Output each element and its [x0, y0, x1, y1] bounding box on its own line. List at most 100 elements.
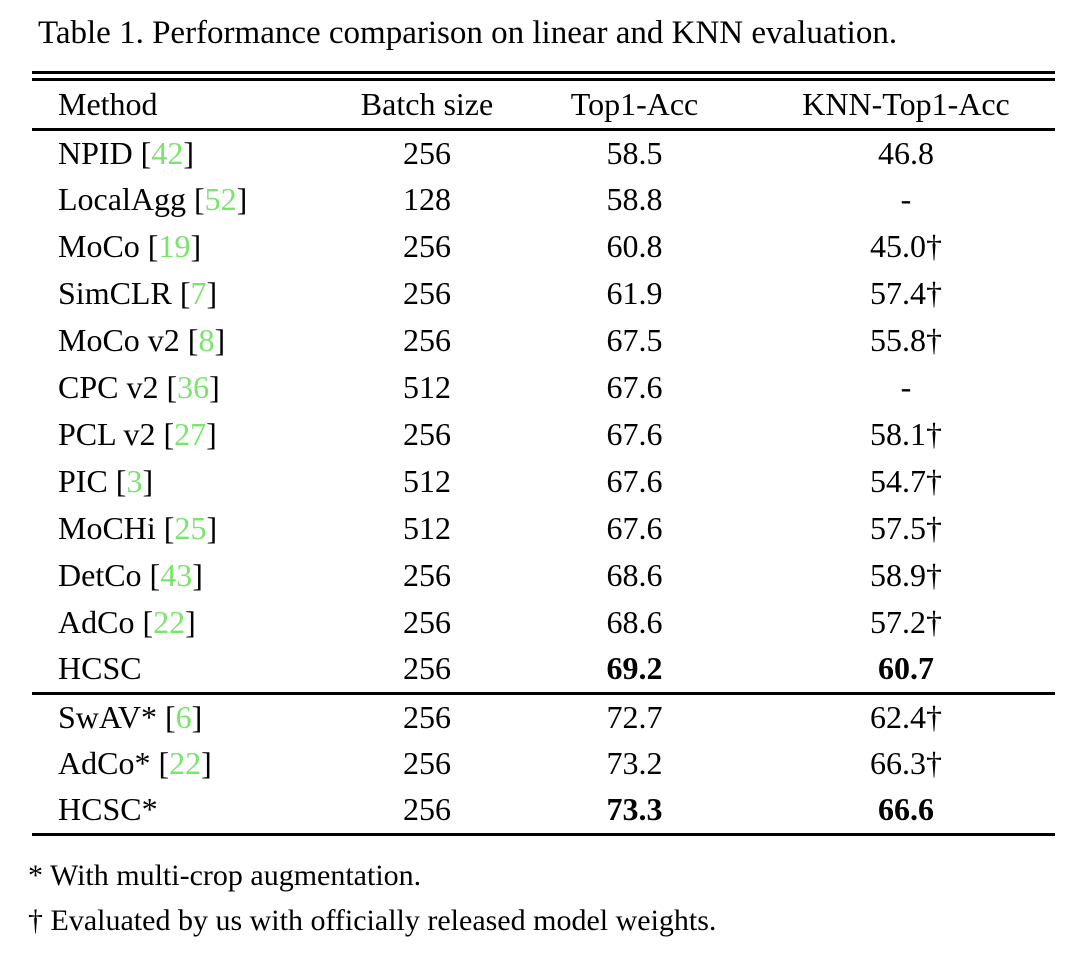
top1-acc-cell: 68.6 [606, 604, 663, 640]
method-cell: AdCo* [22] [32, 740, 342, 787]
citation-link[interactable]: 7 [190, 275, 207, 311]
table-row: SwAV* [6] 256 72.7 62.4† [32, 691, 1055, 740]
knn-top1-acc-cell: 55.8† [870, 322, 942, 358]
knn-top1-acc-cell: 66.6 [878, 791, 934, 828]
citation-link[interactable]: 36 [177, 369, 210, 405]
table-row: CPC v2 [36] 512 67.6 - [32, 364, 1055, 411]
batch-size-cell: 512 [403, 369, 451, 405]
citation-bracket: ] [206, 416, 217, 452]
method-cell: PIC [3] [32, 458, 342, 505]
batch-size-cell: 256 [403, 228, 451, 264]
citation-link[interactable]: 27 [174, 416, 207, 452]
table-row-hcsc: HCSC 256 69.2 60.7 [32, 646, 1055, 693]
table-row: MoCo v2 [8] 256 67.5 55.8† [32, 317, 1055, 364]
method-cell: HCSC* [32, 787, 342, 834]
method-cell: DetCo [43] [32, 552, 342, 599]
top1-acc-cell: 60.8 [606, 228, 663, 264]
column-header-knn-top1-acc: KNN-Top1-Acc [757, 81, 1055, 131]
knn-top1-acc-cell: 57.2† [870, 604, 942, 640]
footnotes: * With multi-crop augmentation. † Evalua… [28, 853, 1078, 943]
knn-top1-acc-cell: 46.8 [878, 134, 934, 171]
top1-acc-cell: 69.2 [606, 650, 663, 687]
results-table-container: Method Batch size Top1-Acc KNN-Top1-Acc … [32, 71, 1055, 836]
citation-link[interactable]: 42 [151, 134, 184, 171]
citation-bracket: ] [142, 463, 154, 499]
method-name: LocalAgg [ [58, 181, 205, 217]
batch-size-cell: 256 [403, 650, 451, 687]
footnote-dagger: † Evaluated by us with officially releas… [28, 903, 717, 937]
column-header-top1-acc: Top1-Acc [512, 81, 757, 131]
method-name: SwAV* [ [58, 698, 176, 735]
top1-acc-cell: 73.2 [606, 745, 663, 781]
citation-link[interactable]: 8 [198, 322, 215, 358]
citation-bracket: ] [206, 275, 218, 311]
method-name: AdCo [ [58, 604, 154, 640]
citation-bracket: ] [192, 557, 203, 593]
knn-top1-acc-cell: 60.7 [878, 650, 934, 687]
batch-size-cell: 256 [403, 134, 451, 171]
column-header-method: Method [32, 81, 342, 131]
top1-acc-cell: 58.5 [606, 134, 663, 171]
header-row: Method Batch size Top1-Acc KNN-Top1-Acc [32, 81, 1055, 131]
citation-link[interactable]: 3 [126, 463, 143, 499]
knn-top1-acc-cell: - [900, 369, 912, 405]
method-name: DetCo [ [58, 557, 161, 593]
method-cell: PCL v2 [27] [32, 411, 342, 458]
batch-size-cell: 256 [342, 691, 512, 740]
method-cell: SimCLR [7] [32, 270, 342, 317]
method-name: MoCHi [ [58, 510, 175, 546]
knn-top1-acc-cell: 45.0† [870, 228, 942, 264]
method-name: CPC v2 [ [58, 369, 178, 405]
batch-size-cell: 256 [403, 745, 451, 781]
citation-bracket: ] [191, 698, 203, 735]
method-cell: HCSC [32, 646, 342, 693]
citation-bracket: ] [209, 369, 220, 405]
table-caption: Table 1. Performance comparison on linea… [38, 15, 898, 51]
batch-size-cell: 256 [403, 416, 451, 452]
citation-link[interactable]: 25 [174, 510, 207, 546]
knn-top1-acc-cell: 58.1† [870, 416, 942, 452]
knn-top1-acc-cell: - [900, 181, 912, 217]
batch-size-cell: 128 [403, 181, 451, 217]
table-header: Method Batch size Top1-Acc KNN-Top1-Acc [32, 81, 1055, 131]
table-row: AdCo* [22] 256 73.2 66.3† [32, 740, 1055, 787]
table-row: MoCHi [25] 512 67.6 57.5† [32, 505, 1055, 552]
citation-link[interactable]: 19 [158, 228, 191, 264]
citation-bracket: ] [190, 228, 202, 264]
citation-bracket: ] [201, 745, 212, 781]
citation-link[interactable]: 6 [175, 698, 192, 735]
table-row: LocalAgg [52] 128 58.8 - [32, 176, 1055, 223]
top1-acc-cell: 67.5 [606, 322, 663, 358]
batch-size-cell: 256 [403, 275, 451, 311]
knn-top1-acc-cell: 57.4† [870, 275, 942, 311]
citation-link[interactable]: 22 [153, 604, 186, 640]
top1-acc-cell: 73.3 [606, 791, 663, 828]
citation-link[interactable]: 52 [204, 181, 237, 217]
method-cell: SwAV* [6] [32, 691, 342, 740]
top1-acc-cell: 67.6 [606, 369, 663, 405]
top1-acc-cell: 72.7 [512, 691, 757, 740]
citation-link[interactable]: 43 [160, 557, 193, 593]
footnote-star: * With multi-crop augmentation. [28, 858, 422, 892]
knn-top1-acc-cell: 66.3† [870, 745, 942, 781]
method-name: HCSC [58, 650, 142, 687]
table-section-main: NPID [42] 256 58.5 46.8 LocalAgg [52] 12… [32, 129, 1055, 693]
results-table: Method Batch size Top1-Acc KNN-Top1-Acc … [32, 81, 1055, 836]
batch-size-cell: 256 [403, 791, 451, 828]
table-row: DetCo [43] 256 68.6 58.9† [32, 552, 1055, 599]
top1-acc-cell: 61.9 [606, 275, 663, 311]
method-cell: MoCo [19] [32, 223, 342, 270]
method-cell: LocalAgg [52] [32, 176, 342, 223]
method-cell: CPC v2 [36] [32, 364, 342, 411]
top1-acc-cell: 67.6 [606, 463, 663, 499]
citation-bracket: ] [236, 181, 248, 217]
batch-size-cell: 256 [403, 604, 451, 640]
method-name: NPID [ [58, 134, 152, 171]
method-name: MoCo [ [58, 228, 159, 264]
citation-bracket: ] [206, 510, 218, 546]
method-cell: MoCHi [25] [32, 505, 342, 552]
knn-top1-acc-cell: 54.7† [870, 463, 942, 499]
top1-acc-cell: 67.6 [606, 510, 663, 546]
citation-link[interactable]: 22 [169, 745, 202, 781]
citation-bracket: ] [185, 604, 196, 640]
